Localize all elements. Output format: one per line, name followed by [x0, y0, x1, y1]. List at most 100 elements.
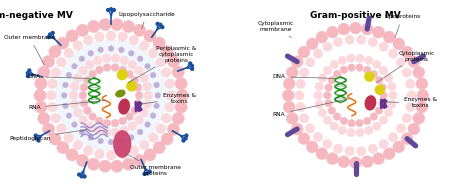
- Circle shape: [38, 112, 50, 125]
- Circle shape: [144, 30, 156, 42]
- Ellipse shape: [119, 99, 129, 114]
- Text: Cytoplasmic
membrane: Cytoplasmic membrane: [258, 21, 294, 38]
- Circle shape: [416, 78, 428, 90]
- Circle shape: [402, 114, 411, 123]
- Circle shape: [373, 26, 384, 38]
- Circle shape: [379, 84, 386, 91]
- Circle shape: [357, 146, 366, 156]
- Circle shape: [286, 66, 298, 78]
- Circle shape: [393, 141, 405, 153]
- Circle shape: [137, 129, 143, 135]
- Circle shape: [134, 84, 142, 91]
- Circle shape: [29, 13, 193, 178]
- Circle shape: [111, 160, 123, 172]
- Circle shape: [49, 133, 61, 145]
- Circle shape: [118, 138, 124, 144]
- Circle shape: [316, 31, 328, 43]
- Circle shape: [76, 154, 89, 166]
- Circle shape: [143, 100, 152, 108]
- Circle shape: [323, 116, 332, 124]
- Circle shape: [316, 148, 328, 160]
- Circle shape: [107, 9, 109, 11]
- Circle shape: [117, 70, 128, 80]
- Circle shape: [79, 66, 87, 75]
- Circle shape: [315, 82, 323, 91]
- Circle shape: [128, 50, 134, 56]
- Circle shape: [34, 89, 46, 101]
- Circle shape: [28, 69, 31, 72]
- Circle shape: [368, 144, 377, 153]
- Circle shape: [66, 113, 72, 118]
- Circle shape: [156, 57, 165, 67]
- Circle shape: [129, 35, 139, 45]
- Circle shape: [51, 113, 61, 123]
- Circle shape: [127, 81, 137, 91]
- Text: Outer membrane: Outer membrane: [4, 35, 55, 65]
- Circle shape: [328, 107, 336, 114]
- Circle shape: [27, 72, 29, 74]
- Circle shape: [338, 23, 350, 35]
- Circle shape: [389, 91, 397, 99]
- Circle shape: [47, 36, 50, 39]
- Circle shape: [143, 82, 152, 91]
- Circle shape: [318, 108, 327, 117]
- Circle shape: [175, 101, 187, 113]
- Circle shape: [89, 113, 96, 120]
- Ellipse shape: [114, 131, 131, 157]
- Circle shape: [416, 101, 428, 113]
- Text: Periplasmic &
cytoplasmic
proteins: Periplasmic & cytoplasmic proteins: [128, 46, 197, 83]
- Circle shape: [118, 47, 124, 53]
- Circle shape: [129, 146, 139, 156]
- Circle shape: [49, 46, 61, 58]
- Circle shape: [350, 22, 361, 34]
- Circle shape: [49, 33, 52, 36]
- Circle shape: [66, 149, 78, 161]
- Circle shape: [375, 85, 385, 95]
- Circle shape: [184, 137, 187, 140]
- Circle shape: [161, 133, 173, 145]
- Ellipse shape: [365, 96, 376, 110]
- Circle shape: [134, 99, 142, 107]
- Circle shape: [139, 41, 149, 50]
- Circle shape: [298, 46, 310, 58]
- Circle shape: [150, 72, 156, 78]
- Text: RNA: RNA: [28, 100, 105, 110]
- Circle shape: [103, 64, 111, 71]
- Text: Gram-negative MV: Gram-negative MV: [0, 11, 73, 20]
- Circle shape: [106, 31, 116, 40]
- Circle shape: [87, 71, 136, 120]
- Circle shape: [375, 76, 383, 84]
- Circle shape: [373, 60, 381, 69]
- Text: Cytoplasmic
proteins: Cytoplasmic proteins: [376, 51, 434, 83]
- Circle shape: [345, 146, 354, 156]
- Circle shape: [108, 46, 114, 51]
- Circle shape: [99, 19, 111, 31]
- Circle shape: [64, 133, 73, 142]
- Text: Enzymes &
toxins: Enzymes & toxins: [140, 93, 196, 104]
- Circle shape: [102, 54, 111, 62]
- Circle shape: [162, 68, 171, 77]
- Circle shape: [313, 132, 323, 142]
- Polygon shape: [384, 99, 387, 108]
- Circle shape: [78, 173, 81, 176]
- Circle shape: [111, 64, 119, 71]
- Circle shape: [159, 23, 162, 26]
- Circle shape: [71, 100, 79, 108]
- Circle shape: [66, 72, 72, 78]
- Circle shape: [388, 82, 396, 91]
- Circle shape: [51, 68, 61, 77]
- Circle shape: [388, 100, 396, 108]
- Circle shape: [43, 56, 55, 68]
- Circle shape: [406, 102, 415, 112]
- Circle shape: [379, 99, 386, 107]
- Circle shape: [330, 60, 338, 69]
- Circle shape: [76, 24, 89, 36]
- Circle shape: [191, 65, 193, 67]
- Circle shape: [96, 66, 103, 74]
- Circle shape: [139, 140, 149, 150]
- Circle shape: [148, 48, 158, 58]
- Circle shape: [73, 108, 82, 117]
- Circle shape: [79, 116, 87, 124]
- Circle shape: [313, 49, 323, 58]
- Circle shape: [72, 122, 77, 127]
